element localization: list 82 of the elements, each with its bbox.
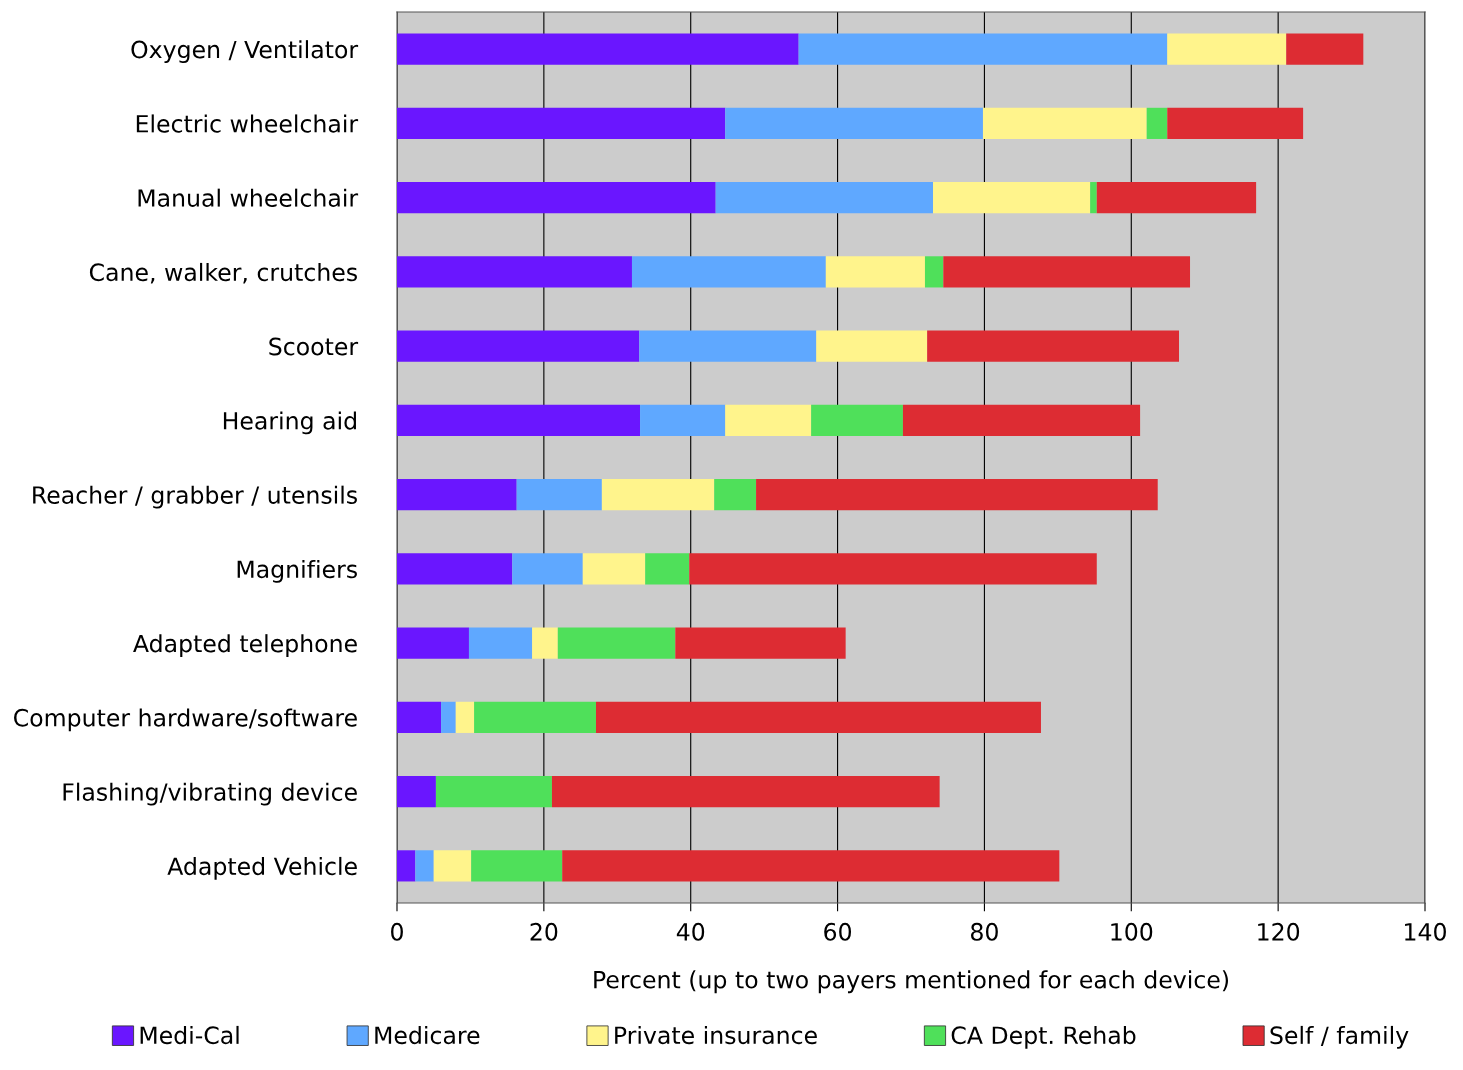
bar (397, 553, 513, 585)
bar (714, 479, 757, 511)
bar (471, 850, 563, 882)
bar (902, 404, 1141, 436)
y-tick-label: Scooter (269, 337, 359, 356)
bar (397, 404, 641, 436)
x-tick-label: 60 (824, 922, 852, 941)
bar (825, 256, 925, 288)
legend-label: Medicare (375, 1025, 480, 1045)
bar (982, 107, 1147, 139)
bar (601, 479, 715, 511)
x-axis-title: Percent (up to two payers mentioned for each device) (594, 970, 1229, 994)
x-tick-label: 40 (676, 922, 705, 941)
bar (582, 553, 646, 585)
bar (811, 404, 903, 436)
bar (1167, 107, 1304, 139)
bar (433, 850, 472, 882)
legend-label: CA Dept. Rehab (951, 1025, 1136, 1049)
bar (532, 627, 558, 659)
y-tick-label: Oxygen / Ventilator (131, 40, 359, 64)
bar (468, 627, 533, 659)
y-tick-label: Adapted Vehicle (167, 856, 357, 880)
bar (816, 330, 928, 362)
bar (639, 330, 817, 362)
y-tick-label: Computer hardware/software (14, 708, 357, 732)
bar (640, 404, 726, 436)
bar (725, 107, 983, 139)
bar (551, 776, 940, 808)
x-tick-label: 20 (530, 922, 558, 941)
bar (924, 256, 944, 288)
bar (943, 256, 1191, 288)
bar (715, 182, 934, 214)
legend-label: Self / family (1270, 1025, 1409, 1049)
y-tick-label: Hearing aid (223, 411, 356, 435)
bar (927, 330, 1180, 362)
x-tick-label: 140 (1405, 922, 1446, 941)
bar (1146, 107, 1168, 139)
bar (725, 404, 812, 436)
y-tick-label: Adapted telephone (133, 634, 357, 658)
bar (397, 627, 469, 659)
bar (455, 701, 475, 733)
bar (562, 850, 1060, 882)
bar (397, 701, 442, 733)
bar (397, 479, 517, 511)
bar (474, 701, 596, 733)
bar (397, 33, 799, 65)
bar (397, 850, 416, 882)
bar (557, 627, 676, 659)
legend-label: Medi-Cal (140, 1025, 239, 1045)
legend-label: Private insurance (615, 1025, 817, 1045)
bar (516, 479, 602, 511)
bar (435, 776, 552, 808)
y-tick-label: Flashing/vibrating device (63, 782, 357, 806)
bar (689, 553, 1097, 585)
y-tick-label: Manual wheelchair (138, 188, 359, 207)
bar (397, 107, 726, 139)
bar (933, 182, 1091, 214)
bar (1167, 33, 1287, 65)
bar (675, 627, 846, 659)
bar (798, 33, 1168, 65)
bar (397, 330, 640, 362)
y-tick-label: Cane, walker, crutches (89, 262, 357, 284)
bar (756, 479, 1158, 511)
bar (595, 701, 1041, 733)
bar (631, 256, 826, 288)
bar (512, 553, 583, 585)
bar (1286, 33, 1364, 65)
bar (415, 850, 434, 882)
x-tick-label: 0 (391, 922, 403, 941)
bar (1096, 182, 1257, 214)
x-tick-label: 120 (1258, 922, 1300, 941)
bar (645, 553, 690, 585)
bar (1090, 182, 1097, 214)
bar (441, 701, 456, 733)
x-tick-label: 100 (1111, 922, 1153, 941)
bar (397, 256, 632, 288)
y-tick-label: Reacher / grabber / utensils (33, 485, 357, 509)
y-tick-label: Magnifiers (237, 559, 357, 583)
bar (397, 776, 436, 808)
bar (397, 182, 716, 214)
x-tick-label: 80 (971, 922, 998, 941)
y-tick-label: Electric wheelchair (136, 114, 359, 133)
